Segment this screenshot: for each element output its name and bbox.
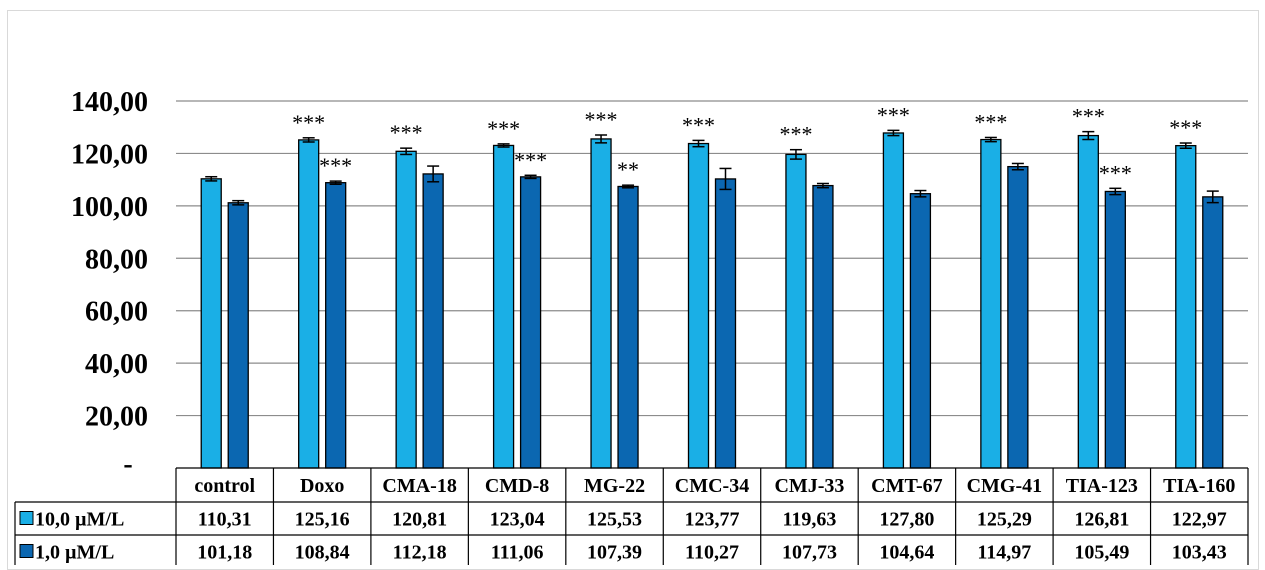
significance-marker: *** [319, 153, 352, 178]
significance-marker: *** [682, 112, 715, 137]
bar [617, 185, 639, 469]
category-label: CMG-41 [967, 475, 1043, 497]
significance-marker: *** [974, 109, 1007, 134]
category-label: CMT-67 [871, 475, 942, 497]
bar [395, 150, 417, 469]
legend-key [19, 511, 34, 525]
data-table-value: 125,29 [977, 509, 1032, 531]
y-tick-label: 140,00 [71, 87, 148, 118]
data-table-value: 108,84 [295, 542, 350, 564]
bar [909, 193, 932, 469]
significance-marker: *** [1099, 160, 1132, 185]
data-table-value: 125,53 [587, 509, 642, 531]
y-tick-label: 20,00 [85, 402, 148, 433]
significance-marker: *** [514, 147, 547, 172]
bar [1104, 190, 1126, 469]
bar [422, 173, 444, 469]
bar [492, 144, 515, 469]
significance-marker: *** [1072, 104, 1105, 129]
significance-marker: *** [390, 120, 423, 145]
category-label: MG-22 [584, 475, 645, 497]
legend-key [19, 544, 34, 558]
data-table-value: 107,39 [587, 542, 642, 564]
data-table-value: 126,81 [1074, 509, 1129, 531]
data-table-value: 125,16 [295, 509, 350, 531]
y-tick-label: 60,00 [85, 297, 148, 328]
bar [590, 138, 612, 469]
data-table-value: 122,97 [1172, 509, 1227, 531]
bar [325, 182, 347, 469]
category-label: CMC-34 [675, 475, 749, 497]
series-name: 1,0 µM/L [35, 542, 114, 564]
significance-marker: *** [487, 116, 520, 141]
category-label: TIA-160 [1163, 475, 1235, 497]
bar [298, 139, 320, 469]
bar [1175, 144, 1197, 469]
series-name: 10,0 µM/L [35, 509, 124, 531]
bar [812, 184, 834, 469]
data-table-value: 123,04 [490, 509, 545, 531]
y-tick-label: 40,00 [85, 349, 148, 380]
y-tick-label: 80,00 [85, 244, 148, 275]
bar [785, 153, 807, 469]
data-table-value: 112,18 [393, 542, 447, 564]
bar [1007, 165, 1029, 469]
category-label: Doxo [300, 475, 344, 497]
category-label: TIA-123 [1066, 475, 1138, 497]
significance-marker: *** [877, 102, 910, 127]
data-table-value: 101,18 [197, 542, 252, 564]
data-table-value: 123,77 [685, 509, 740, 531]
data-table-value: 104,64 [879, 542, 934, 564]
bar [1202, 196, 1224, 469]
bar [227, 202, 249, 469]
significance-marker: ** [617, 157, 639, 182]
category-label: CMJ-33 [774, 475, 844, 497]
y-tick-label: 100,00 [71, 192, 148, 223]
data-table-value: 127,80 [879, 509, 934, 531]
data-table-value: 114,97 [977, 542, 1031, 564]
category-label: CMA-18 [382, 475, 456, 497]
significance-marker: *** [779, 122, 812, 147]
category-label: control [194, 475, 255, 497]
data-table-value: 103,43 [1172, 542, 1227, 564]
data-table-value: 107,73 [782, 542, 837, 564]
category-label: CMD-8 [485, 475, 549, 497]
bar [200, 178, 222, 469]
data-table-value: 105,49 [1074, 542, 1129, 564]
bar [1077, 134, 1099, 469]
data-table-value: 111,06 [491, 542, 544, 564]
y-tick-label: 120,00 [71, 139, 148, 170]
data-table-value: 120,81 [392, 509, 447, 531]
bar [519, 176, 542, 469]
significance-marker: *** [292, 110, 325, 135]
significance-marker: *** [585, 107, 618, 132]
data-table-value: 110,31 [198, 509, 252, 531]
bar [882, 132, 905, 469]
bar [687, 142, 710, 469]
y-tick-label: - [123, 449, 132, 480]
data-table-value: 110,27 [685, 542, 739, 564]
bar [980, 138, 1002, 469]
bar [714, 178, 737, 469]
significance-marker: *** [1169, 115, 1202, 140]
data-table-value: 119,63 [783, 509, 837, 531]
